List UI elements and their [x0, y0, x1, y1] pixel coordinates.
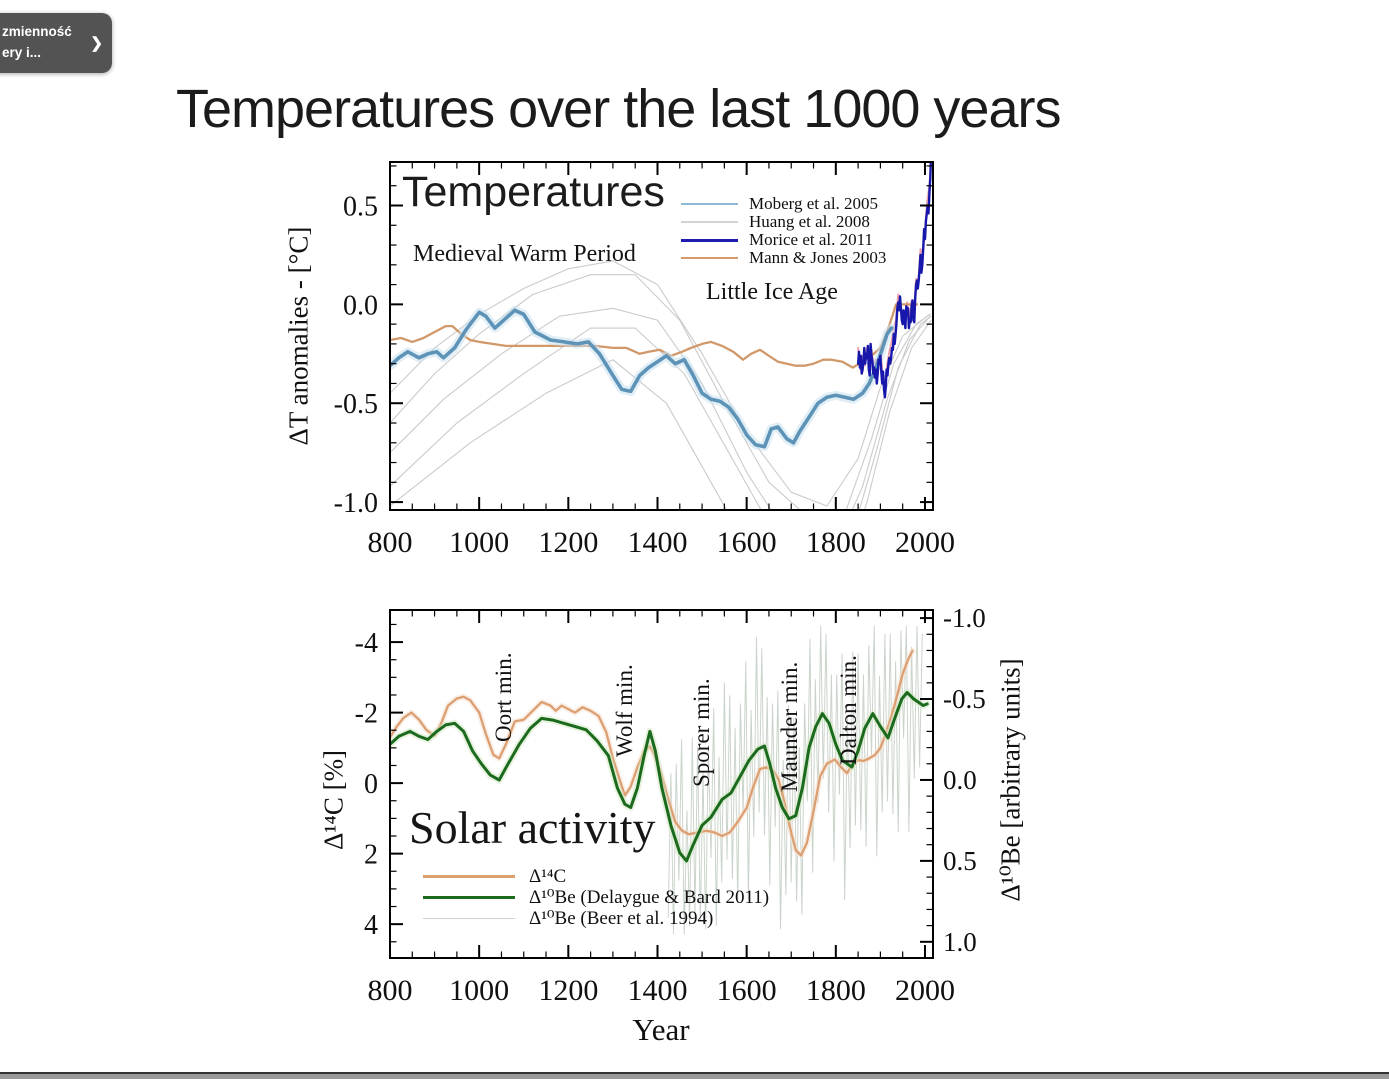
legend-item: Δ¹⁴C [423, 866, 769, 887]
legend-line-c14 [423, 875, 515, 878]
x-tick-label: 1400 [627, 974, 687, 1007]
y-tick-label: 2 [364, 840, 378, 871]
y-tick-label: -0.5 [334, 389, 378, 420]
legend-label: Huang et al. 2008 [749, 212, 870, 231]
top-chart-title: Temperatures [402, 168, 665, 216]
x-tick-label: 1000 [449, 974, 509, 1007]
y-tick-label-right: 1.0 [943, 927, 977, 957]
solar-activity-series [390, 625, 931, 935]
huang-2008-line [390, 307, 931, 510]
y-tick-label: 0.0 [343, 290, 378, 321]
x-tick-label: 1400 [627, 526, 687, 559]
legend-item: Moberg et al. 2005 [681, 194, 886, 213]
legend-line-morice [681, 238, 738, 242]
legend-label: Δ¹⁰Be (Beer et al. 1994) [529, 908, 714, 929]
x-tick-label: 2000 [895, 526, 955, 559]
x-tick-label: 1800 [806, 974, 866, 1007]
x-tick-label: 800 [368, 974, 413, 1007]
bottom-chart-left-axis-title: Δ¹⁴C [%] [318, 749, 349, 851]
toast-line-1: zmienność [2, 24, 72, 40]
annotation-sporer-min: Sporer min. [689, 678, 714, 787]
next-slide-toast[interactable]: zmienność ery i... ❯ [0, 13, 112, 73]
bottom-chart-title: Solar activity [409, 802, 656, 853]
y-tick-label: -2 [355, 699, 378, 730]
temperatures-series [390, 162, 932, 510]
huang-2008-line [390, 260, 930, 507]
x-tick-label: 1000 [449, 526, 509, 559]
annotation-medieval-warm-period: Medieval Warm Period [413, 241, 636, 267]
legend-line-moberg [681, 202, 738, 206]
annotation-oort-min: Oort min. [491, 652, 516, 742]
y-tick-label: 0 [364, 769, 378, 800]
legend-item: Huang et al. 2008 [681, 212, 886, 231]
solar-activity-ticks [389, 610, 933, 959]
annotation-little-ice-age: Little Ice Age [706, 279, 838, 305]
y-tick-label-right: 0.0 [943, 765, 977, 795]
x-tick-label: 1200 [538, 974, 598, 1007]
x-tick-label: 1600 [717, 526, 777, 559]
top-chart-legend: Moberg et al. 2005 Huang et al. 2008 Mor… [681, 194, 887, 267]
legend-line-huang [681, 221, 738, 223]
legend-label: Δ¹⁰Be (Delaygue & Bard 2011) [529, 887, 770, 908]
legend-item: Δ¹⁰Be (Beer et al. 1994) [423, 908, 769, 929]
y-tick-label-right: -1.0 [943, 603, 986, 633]
x-tick-label: 1200 [538, 526, 598, 559]
y-tick-label: -1.0 [334, 488, 378, 519]
x-tick-label: 2000 [895, 974, 955, 1007]
y-tick-label-right: 0.5 [943, 846, 977, 876]
be10-delaygue-bard-2011-line [390, 691, 929, 863]
legend-line-be10-beer [423, 917, 515, 920]
x-tick-label: 1600 [717, 974, 777, 1007]
bottom-chart-x-axis-title: Year [632, 1012, 690, 1047]
morice-2011-line [856, 162, 932, 399]
legend-item: Morice et al. 2011 [681, 230, 886, 249]
annotation-wolf-min: Wolf min. [612, 664, 637, 757]
legend-label: Mann & Jones 2003 [749, 248, 887, 267]
annotation-maunder-min: Maunder min. [777, 661, 802, 792]
legend-item: Mann & Jones 2003 [681, 248, 887, 267]
player-progress-strip[interactable] [0, 1072, 1389, 1079]
legend-label: Δ¹⁴C [529, 865, 567, 887]
slide-title: Temperatures over the last 1000 years [176, 79, 1061, 139]
x-tick-label: 800 [368, 526, 413, 559]
y-tick-label: 4 [364, 910, 378, 941]
legend-label: Morice et al. 2011 [749, 230, 873, 249]
chevron-right-icon[interactable]: ❯ [90, 35, 103, 52]
y-tick-label-right: -0.5 [943, 684, 986, 714]
legend-item: Δ¹⁰Be (Delaygue & Bard 2011) [423, 887, 769, 908]
y-tick-label: -4 [355, 628, 378, 659]
bottom-chart-right-axis-title: Δ¹⁰Be [arbitrary units] [995, 658, 1026, 902]
temperatures-frame [389, 161, 934, 511]
bottom-chart-legend: Δ¹⁴C Δ¹⁰Be (Delaygue & Bard 2011) Δ¹⁰Be … [423, 866, 769, 929]
huang-2008-line [390, 315, 932, 510]
huang-2008-line [390, 319, 932, 510]
annotation-dalton-min: Dalton min. [836, 655, 861, 765]
next-slide-toast-text: zmienność ery i... [0, 22, 72, 64]
moberg-2005-line [390, 308, 894, 449]
toast-line-2: ery i... [2, 45, 42, 60]
mann-jones-2003-line [390, 303, 919, 369]
legend-label: Moberg et al. 2005 [749, 194, 879, 213]
temperatures-ticks [389, 162, 933, 510]
x-tick-label: 1800 [806, 526, 866, 559]
legend-line-be10-delaygue [423, 896, 515, 899]
y-tick-label: 0.5 [343, 192, 378, 223]
legend-line-mann [681, 256, 738, 260]
top-chart-y-axis-title: ΔT anomalies - [°C] [283, 226, 314, 446]
